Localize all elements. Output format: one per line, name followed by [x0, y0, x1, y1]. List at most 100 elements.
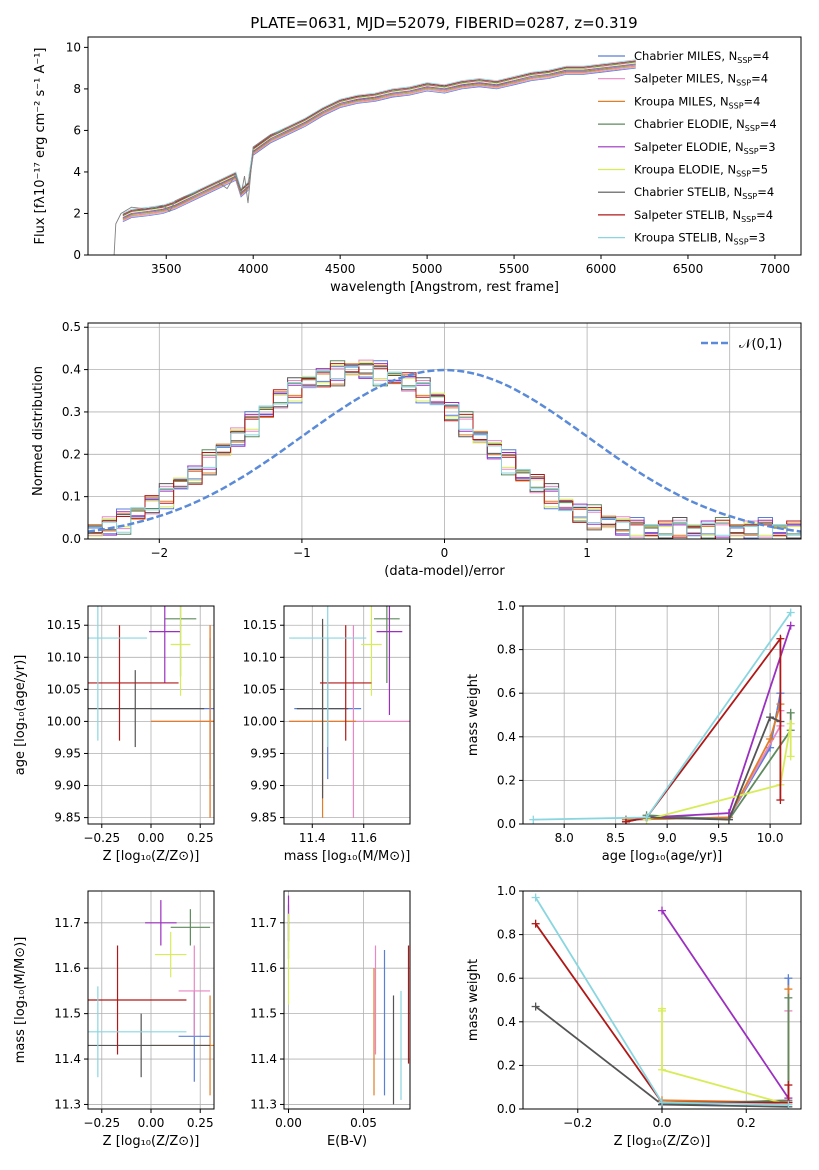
x-tick-label: 4500 — [325, 262, 356, 276]
y-tick-label: 4 — [73, 165, 81, 179]
y-tick-label: 0.0 — [497, 817, 516, 831]
y-tick-label: 10.15 — [47, 618, 81, 632]
mass-weight-marker — [531, 893, 540, 902]
mass-weight-vs-age-frame — [522, 605, 802, 825]
mass-weight-marker — [658, 1098, 666, 1107]
y-tick-label: 10.15 — [243, 618, 277, 632]
mass-weight-line — [625, 635, 782, 823]
errorbar-point — [88, 625, 179, 741]
mass-weight-marker — [766, 734, 775, 743]
legend-label: Kroupa STELIB, NSSP=3 — [634, 231, 765, 247]
mass-weight-marker — [621, 817, 630, 824]
errorbar-point — [178, 945, 211, 1037]
y-tick-label: 11.6 — [54, 961, 81, 975]
mass-weight-vs-metallicity-plot-area — [523, 891, 801, 1109]
legend-label: Chabrier MILES, NSSP=4 — [634, 49, 769, 65]
mass-weight-line — [661, 910, 790, 1103]
y-axis-label: Flux [fλ10⁻¹⁷ erg cm⁻² s⁻¹ A⁻¹] — [33, 48, 48, 245]
spectrum-legend: Chabrier MILES, NSSP=4 Salpeter MILES, NS… — [598, 49, 777, 247]
x-tick-label: 4000 — [238, 262, 269, 276]
x-tick-label: 8.0 — [555, 831, 574, 845]
mass-weight-line — [662, 1010, 790, 1104]
mass-weight-marker — [658, 1065, 666, 1074]
y-axis-label: mass weight — [466, 959, 481, 1041]
y-tick-label: 0.5 — [62, 320, 81, 334]
model-spectrum-line — [122, 64, 636, 220]
mass-vs-metallicity-panel: −0.25 0.00 0.25 11.3 11.4 11.5 11.6 11.7 Z [log₁… — [13, 890, 215, 1149]
x-tick-label: 5500 — [499, 262, 530, 276]
mass-weight-marker — [784, 985, 793, 994]
age-vs-mass-panel: 11.4 11.6 9.85 9.90 9.95 10.00 10.05 10.10 10.15… — [243, 605, 411, 864]
y-axis-label: Normed distribution — [31, 366, 46, 496]
errorbar-point — [361, 606, 382, 696]
mass-weight-marker — [529, 815, 538, 824]
errorbar-point — [376, 606, 403, 715]
x-tick-label: 11.4 — [299, 831, 326, 845]
x-axis-label: Z [log₁₀(Z/Z⊙)] — [103, 1134, 200, 1149]
mass-weight-marker — [724, 815, 733, 824]
errorbar-point — [88, 670, 205, 748]
mass-weight-marker — [531, 1002, 540, 1011]
x-axis-label: wavelength [Angstrom, rest frame] — [330, 280, 559, 295]
y-tick-label: 10.10 — [243, 650, 277, 664]
mass-weight-line — [661, 989, 790, 1104]
mass-weight-marker — [766, 713, 775, 722]
mass-weight-marker — [786, 752, 795, 761]
mass-weight-line — [661, 978, 790, 1106]
y-axis-label: mass [log₁₀(M/M⊙)] — [13, 937, 28, 1064]
y-tick-label: 0 — [73, 248, 81, 262]
mass-weight-line — [646, 723, 792, 821]
x-tick-label: 0 — [441, 546, 449, 560]
observed-spectrum-line — [113, 61, 636, 255]
y-tick-label: 1.0 — [497, 884, 516, 898]
y-tick-label: 0.6 — [497, 971, 516, 985]
y-tick-label: 0.2 — [497, 1058, 516, 1072]
spectrum-frame — [87, 36, 802, 256]
y-tick-label: 11.3 — [54, 1097, 81, 1111]
x-tick-label: 11.6 — [350, 831, 377, 845]
model-spectrum-line — [122, 67, 636, 223]
mass-vs-ebv-plot-area — [284, 891, 410, 1109]
mass-weight-line — [625, 703, 782, 821]
errorbar-point — [296, 618, 349, 799]
residual-histogram-panel: 𝒩(0,1) −2 −1 0 1 2 0.0 0.1 0.2 0.3 0.4 0.5 (data-mod… — [31, 320, 802, 579]
model-spectrum-line — [122, 62, 636, 217]
spectrum-panel: 3500 4000 4500 5000 5500 6000 6500 7000 0 2 4 6 8 10 w… — [33, 36, 802, 295]
model-spectrum-line — [122, 59, 636, 214]
x-tick-label: 10.0 — [757, 831, 784, 845]
mass-weight-marker — [658, 1006, 666, 1015]
y-tick-label: 0.0 — [62, 532, 81, 546]
y-tick-label: 1.0 — [497, 599, 516, 613]
y-tick-label: 0.3 — [62, 405, 81, 419]
errorbar-point — [145, 900, 177, 946]
y-tick-label: 9.95 — [250, 746, 277, 760]
y-tick-label: 9.90 — [250, 779, 277, 793]
residual-histogram-steps — [88, 365, 801, 539]
x-tick-label: 0.00 — [138, 1116, 165, 1130]
legend-label: Salpeter ELODIE, NSSP=3 — [634, 140, 776, 156]
x-tick-label: 6000 — [586, 262, 617, 276]
age-vs-mass-plot-area — [284, 606, 410, 824]
y-tick-label: 0.1 — [62, 490, 81, 504]
y-axis-label: mass weight — [466, 674, 481, 756]
mass-weight-vs-metallicity-panel: −0.2 0.0 0.2 0.0 0.2 0.4 0.6 0.8 1.0 Z [log₁₀(Z/Z… — [466, 884, 802, 1149]
residual-histogram-plot-area — [88, 323, 801, 539]
x-tick-label: 1 — [583, 546, 591, 560]
x-tick-label: 5000 — [412, 262, 443, 276]
legend-label: Kroupa ELODIE, NSSP=5 — [634, 163, 768, 179]
x-tick-label: 0.00 — [138, 831, 165, 845]
errorbar-point — [149, 606, 181, 683]
legend-label: Salpeter MILES, NSSP=4 — [634, 72, 768, 88]
spectrum-plot-area — [113, 59, 636, 255]
y-tick-label: 10.00 — [47, 714, 81, 728]
errorbar-point — [88, 986, 187, 1078]
x-axis-label: mass [log₁₀(M/M⊙)] — [284, 849, 411, 864]
model-spectrum-line — [122, 66, 636, 222]
y-tick-label: 10.05 — [47, 682, 81, 696]
x-tick-label: 6500 — [673, 262, 704, 276]
legend-label: Chabrier ELODIE, NSSP=4 — [634, 117, 777, 133]
y-tick-label: 11.7 — [250, 916, 277, 930]
y-tick-label: 11.6 — [250, 961, 277, 975]
y-tick-label: 0.8 — [497, 643, 516, 657]
